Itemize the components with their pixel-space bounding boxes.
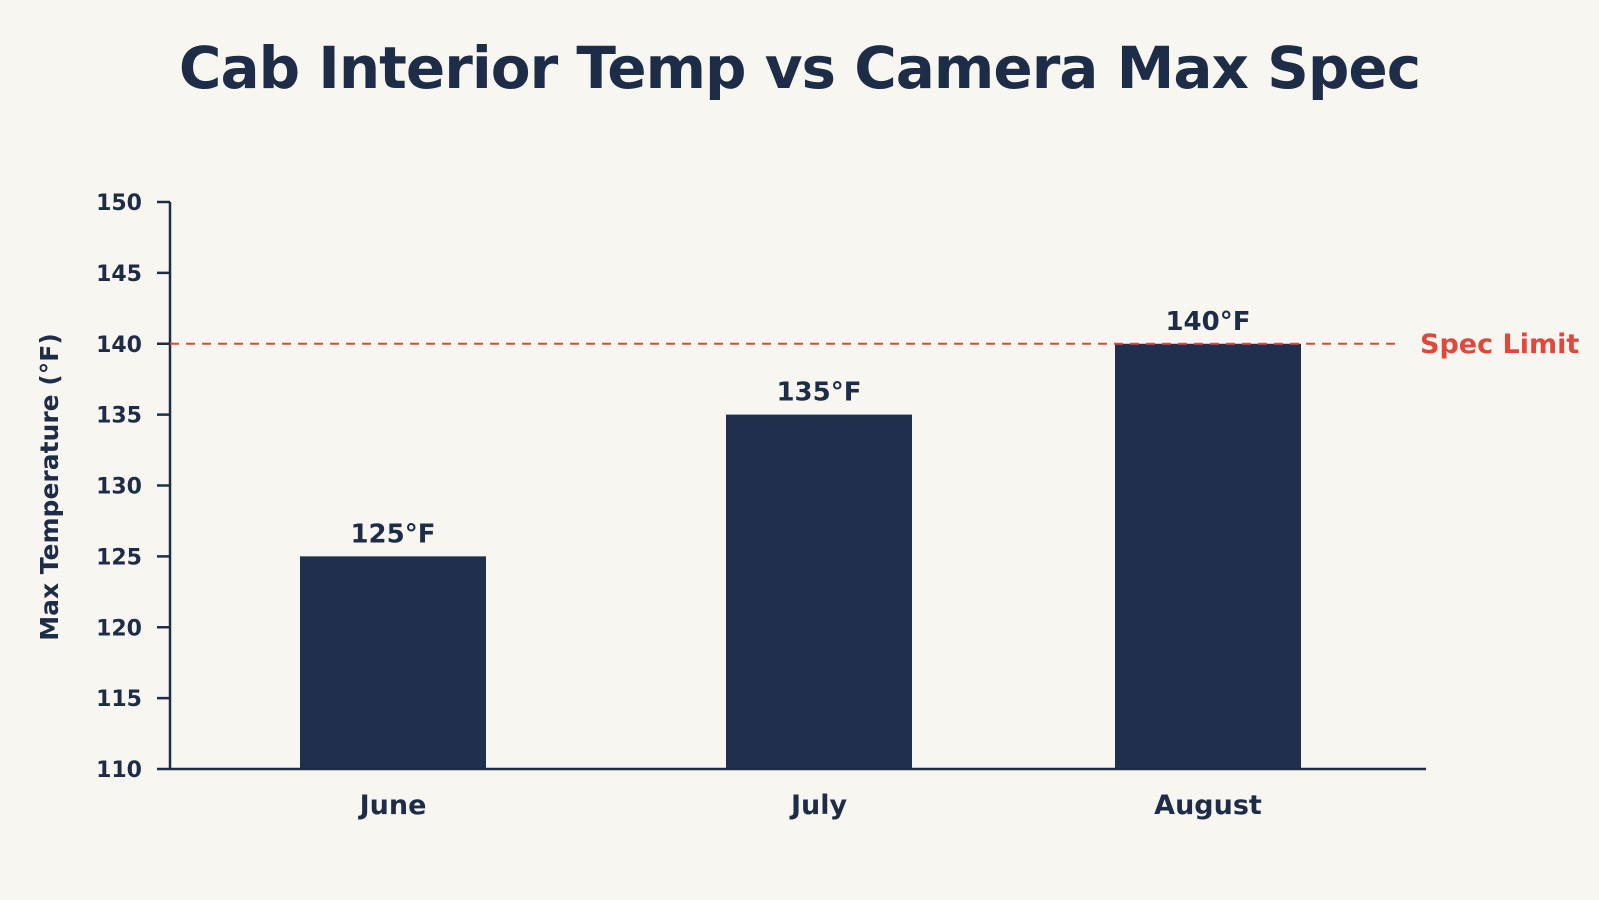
- data-label-august: 140°F: [1165, 307, 1250, 337]
- x-category-label-june: June: [358, 790, 427, 821]
- x-category-label-august: August: [1154, 790, 1262, 821]
- y-tick-label: 145: [96, 262, 142, 287]
- y-axis: 110 115 120 125 130 135 140 145 150: [96, 191, 172, 783]
- data-labels: 125°F 135°F 140°F: [350, 307, 1250, 550]
- spec-limit-label: Spec Limit: [1420, 329, 1579, 360]
- y-tick-label: 125: [96, 545, 142, 570]
- y-tick-label: 140: [96, 333, 142, 358]
- chart-title: Cab Interior Temp vs Camera Max Spec: [178, 34, 1421, 102]
- bars: [300, 343, 1301, 769]
- y-tick-label: 150: [96, 191, 142, 216]
- spec-limit-reference: Spec Limit: [170, 329, 1579, 360]
- data-label-july: 135°F: [776, 378, 861, 408]
- y-tick-label: 130: [96, 475, 142, 500]
- x-axis: June July August: [170, 767, 1426, 821]
- y-tick-label: 110: [96, 758, 142, 783]
- data-label-june: 125°F: [350, 519, 435, 549]
- bar-july: [726, 414, 912, 769]
- y-axis-title: Max Temperature (°F): [35, 333, 64, 641]
- bar-august: [1115, 343, 1301, 769]
- y-tick-label: 135: [96, 404, 142, 429]
- y-tick-label: 120: [96, 616, 142, 641]
- x-category-label-july: July: [789, 790, 848, 821]
- y-tick-label: 115: [96, 687, 142, 712]
- bar-june: [300, 556, 486, 769]
